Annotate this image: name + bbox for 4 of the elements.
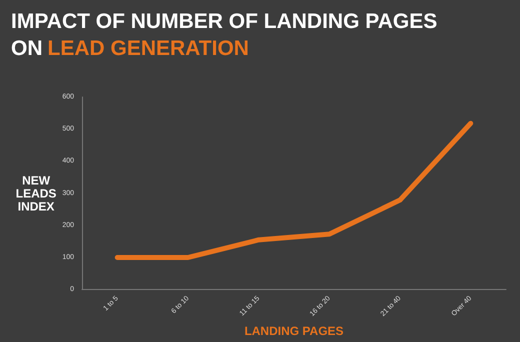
chart-title: IMPACT OF NUMBER OF LANDING PAGES <box>11 10 438 33</box>
chart-subtitle: ON LEAD GENERATION <box>11 37 249 60</box>
y-axis-title: NEW LEADS INDEX <box>16 173 56 214</box>
x-axis-title: LANDING PAGES <box>244 324 344 338</box>
